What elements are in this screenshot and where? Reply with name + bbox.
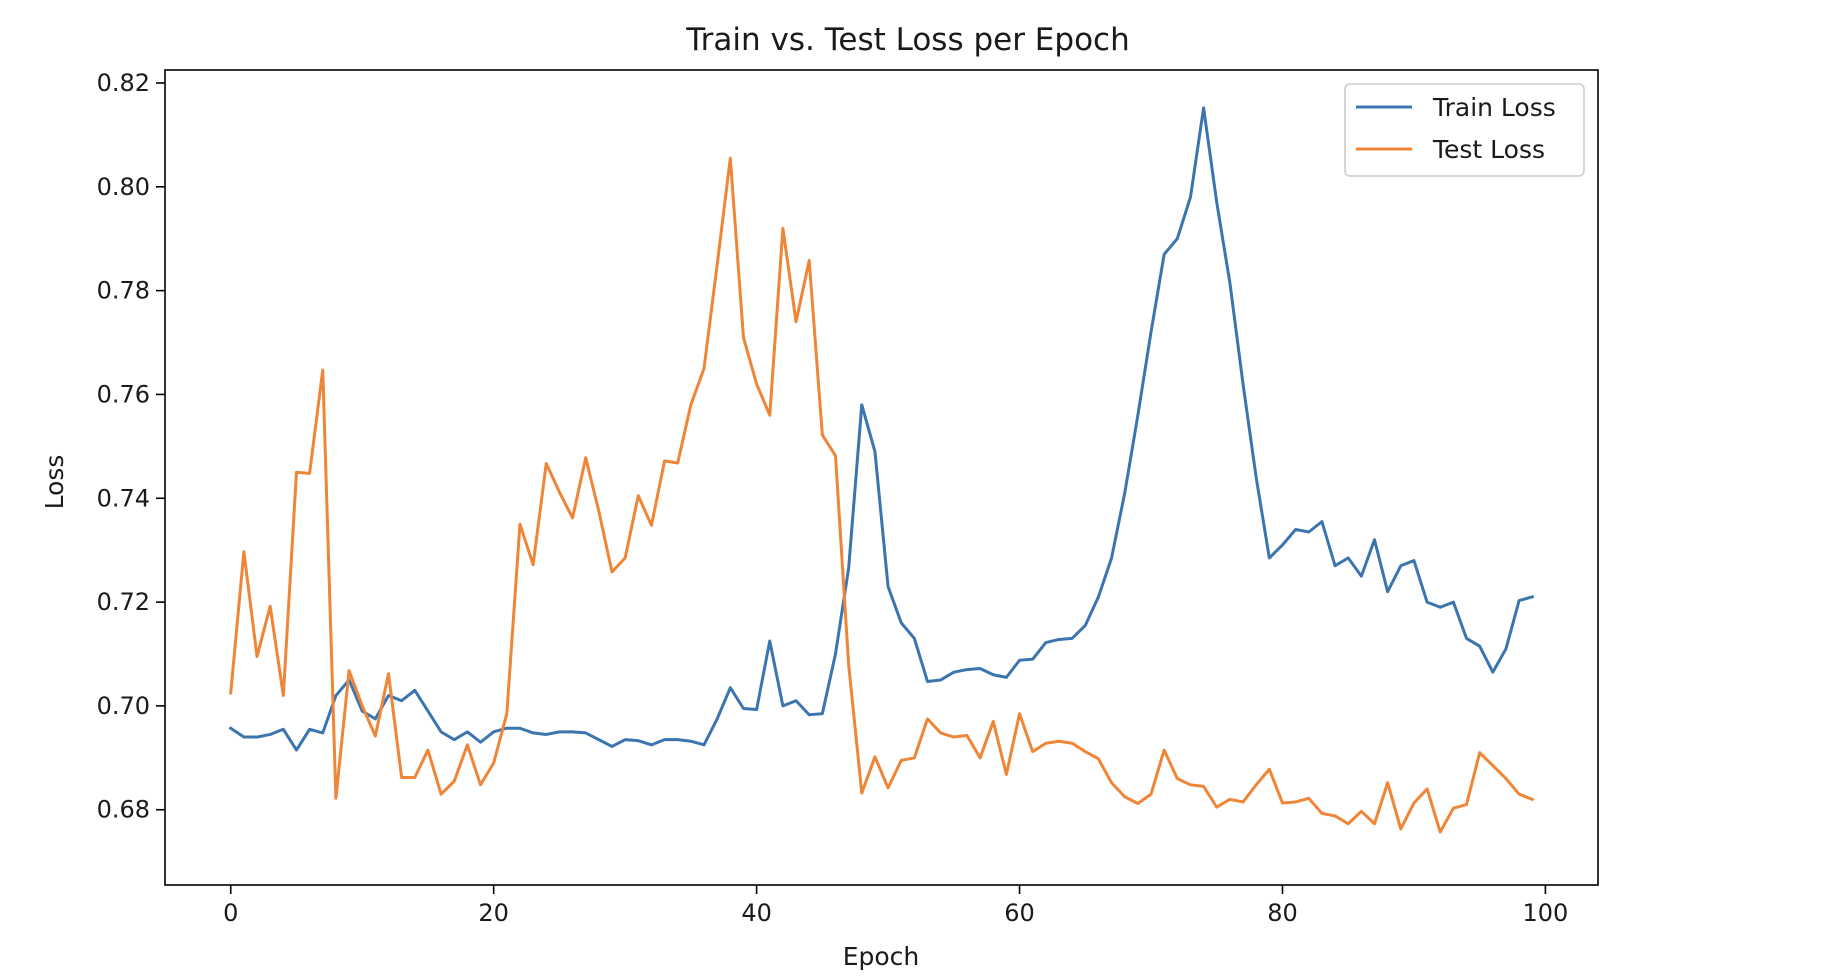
legend: Train Loss Test Loss: [1344, 83, 1585, 177]
series-line-test-loss: [229, 156, 1535, 834]
series-line-train-loss: [228, 106, 1535, 752]
y-axis: 0.68 0.70 0.72 0.74 0.76 0.78 0.80 0.82: [97, 69, 165, 824]
x-tick-label-100: 100: [1523, 899, 1569, 927]
chart-title: Train vs. Test Loss per Epoch: [685, 22, 1129, 58]
x-tick-label-40: 40: [741, 899, 772, 927]
y-tick-label-0-8: 0.80: [97, 173, 150, 201]
y-axis-label: Loss: [40, 455, 69, 510]
x-tick-label-20: 20: [478, 899, 509, 927]
plot-frame: [164, 69, 1599, 886]
y-tick-label-0-7: 0.70: [97, 692, 150, 720]
x-tick-label-80: 80: [1267, 899, 1298, 927]
x-axis: 0 20 40 60 80 100: [223, 885, 1568, 927]
y-tick-label-0-74: 0.74: [97, 484, 150, 512]
y-tick-label-0-76: 0.76: [97, 380, 150, 408]
y-tick-label-0-78: 0.78: [97, 277, 150, 305]
plot-area: [164, 69, 1599, 886]
y-tick-label-0-82: 0.82: [97, 69, 150, 97]
x-tick-label-60: 60: [1004, 899, 1035, 927]
x-tick-label-0: 0: [223, 899, 238, 927]
y-tick-label-0-72: 0.72: [97, 588, 150, 616]
legend-label-test-loss: Test Loss: [1432, 135, 1545, 164]
x-axis-label: Epoch: [843, 942, 920, 971]
series-layer: [228, 106, 1535, 834]
legend-label-train-loss: Train Loss: [1432, 93, 1556, 122]
y-tick-label-0-68: 0.68: [97, 796, 150, 824]
